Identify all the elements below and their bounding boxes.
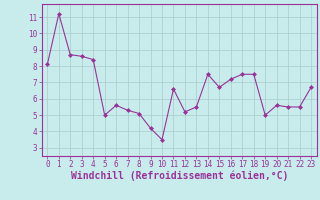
X-axis label: Windchill (Refroidissement éolien,°C): Windchill (Refroidissement éolien,°C) — [70, 171, 288, 181]
